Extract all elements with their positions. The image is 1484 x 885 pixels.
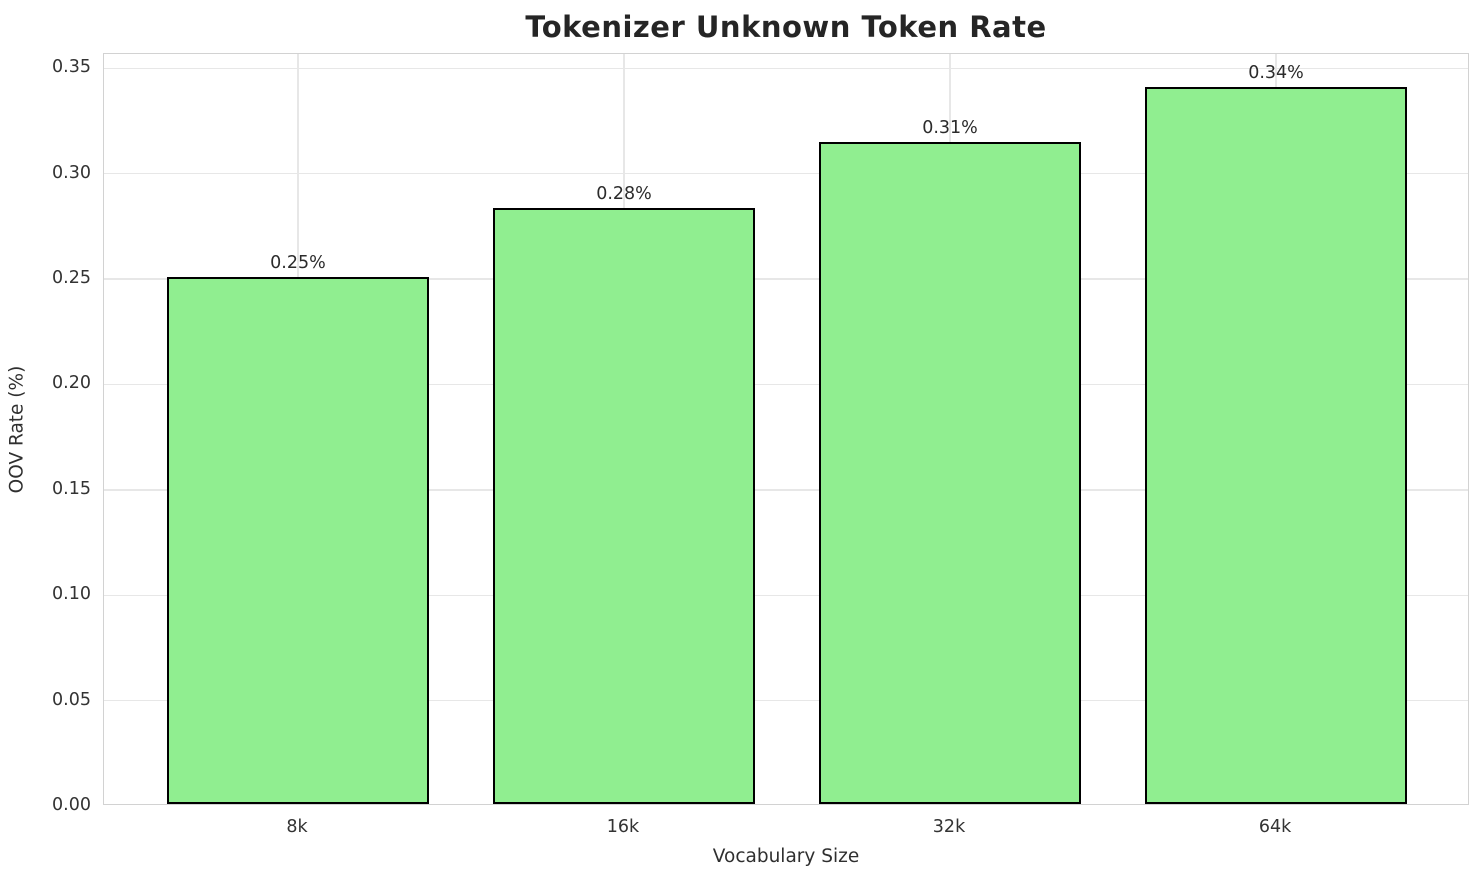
x-tick-label: 32k bbox=[932, 817, 966, 837]
x-axis-label: Vocabulary Size bbox=[712, 846, 860, 867]
bar bbox=[492, 207, 755, 804]
plot-area: 0.25% 0.28% 0.31% 0.34% bbox=[103, 53, 1469, 805]
bar-value-label: 0.31% bbox=[922, 118, 978, 139]
y-tick-label: 0.15 bbox=[52, 478, 91, 499]
y-tick-label: 0.25 bbox=[52, 268, 91, 289]
h-gridline bbox=[104, 67, 1468, 70]
h-gridline bbox=[104, 699, 1468, 702]
chart-title: Tokenizer Unknown Token Rate bbox=[525, 10, 1047, 44]
bar bbox=[166, 277, 429, 804]
h-gridline bbox=[104, 383, 1468, 386]
x-tick-label: 16k bbox=[606, 817, 640, 837]
y-tick-label: 0.30 bbox=[52, 162, 91, 183]
h-gridline bbox=[104, 278, 1468, 280]
bar bbox=[1145, 87, 1407, 804]
y-tick-label: 0.10 bbox=[52, 584, 91, 605]
bar-value-label: 0.25% bbox=[270, 253, 326, 274]
y-axis-label: OOV Rate (%) bbox=[6, 365, 28, 494]
bar-value-label: 0.28% bbox=[596, 183, 652, 204]
y-tick-label: 0.35 bbox=[52, 57, 91, 78]
x-tick-label: 8k bbox=[286, 817, 308, 837]
bar bbox=[819, 142, 1081, 804]
h-gridline bbox=[104, 173, 1468, 175]
y-tick-label: 0.00 bbox=[52, 795, 91, 815]
y-tick-label: 0.05 bbox=[52, 689, 91, 710]
bar-value-label: 0.34% bbox=[1248, 63, 1304, 84]
y-tick-label: 0.20 bbox=[52, 373, 91, 394]
h-gridline bbox=[104, 489, 1468, 491]
x-tick-label: 64k bbox=[1258, 817, 1292, 837]
h-gridline bbox=[104, 594, 1468, 596]
